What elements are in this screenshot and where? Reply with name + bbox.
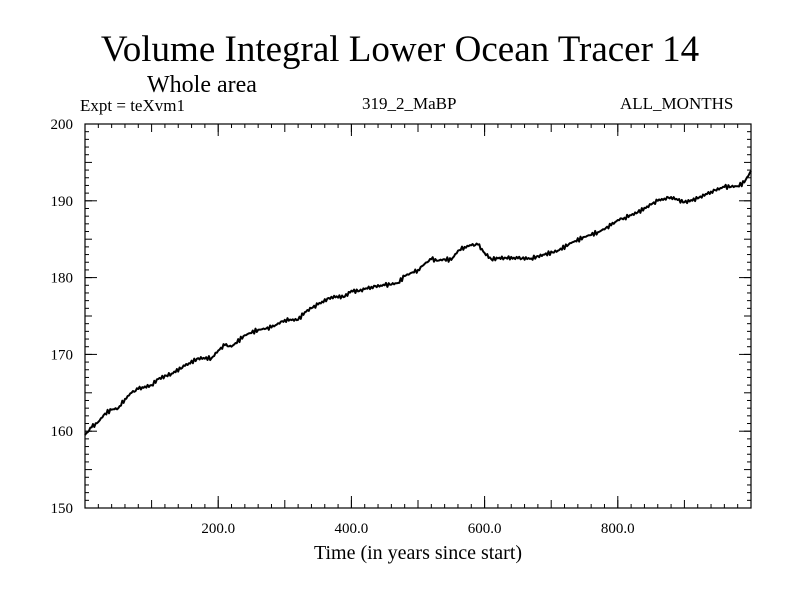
y-tick-label: 190 [51, 194, 74, 210]
x-tick-label: 800.0 [601, 521, 635, 537]
x-axis: 200.0 400.0 600.0 800.0 [97, 124, 739, 537]
y-tick-label: 200 [51, 117, 74, 133]
y-tick-label: 160 [51, 424, 74, 440]
y-tick-label: 170 [51, 347, 74, 363]
experiment-label: Expt = teXvm1 [80, 96, 185, 115]
x-tick-label: 600.0 [468, 521, 502, 537]
x-tick-label: 200.0 [201, 521, 235, 537]
x-tick-label: 400.0 [335, 521, 369, 537]
series-line [84, 170, 752, 436]
plot-frame [84, 123, 752, 509]
period-label: ALL_MONTHS [620, 94, 734, 113]
chart-title: Volume Integral Lower Ocean Tracer 14 [100, 29, 700, 70]
run-label: 319_2_MaBP [362, 94, 457, 113]
chart-subtitle: Whole area [147, 72, 257, 98]
y-tick-label: 150 [51, 501, 74, 517]
y-axis: 150 160 170 180 190 200 [51, 117, 751, 517]
y-tick-label: 180 [51, 271, 74, 287]
series-layer [84, 170, 752, 436]
x-axis-label: Time (in years since start) [314, 542, 522, 564]
